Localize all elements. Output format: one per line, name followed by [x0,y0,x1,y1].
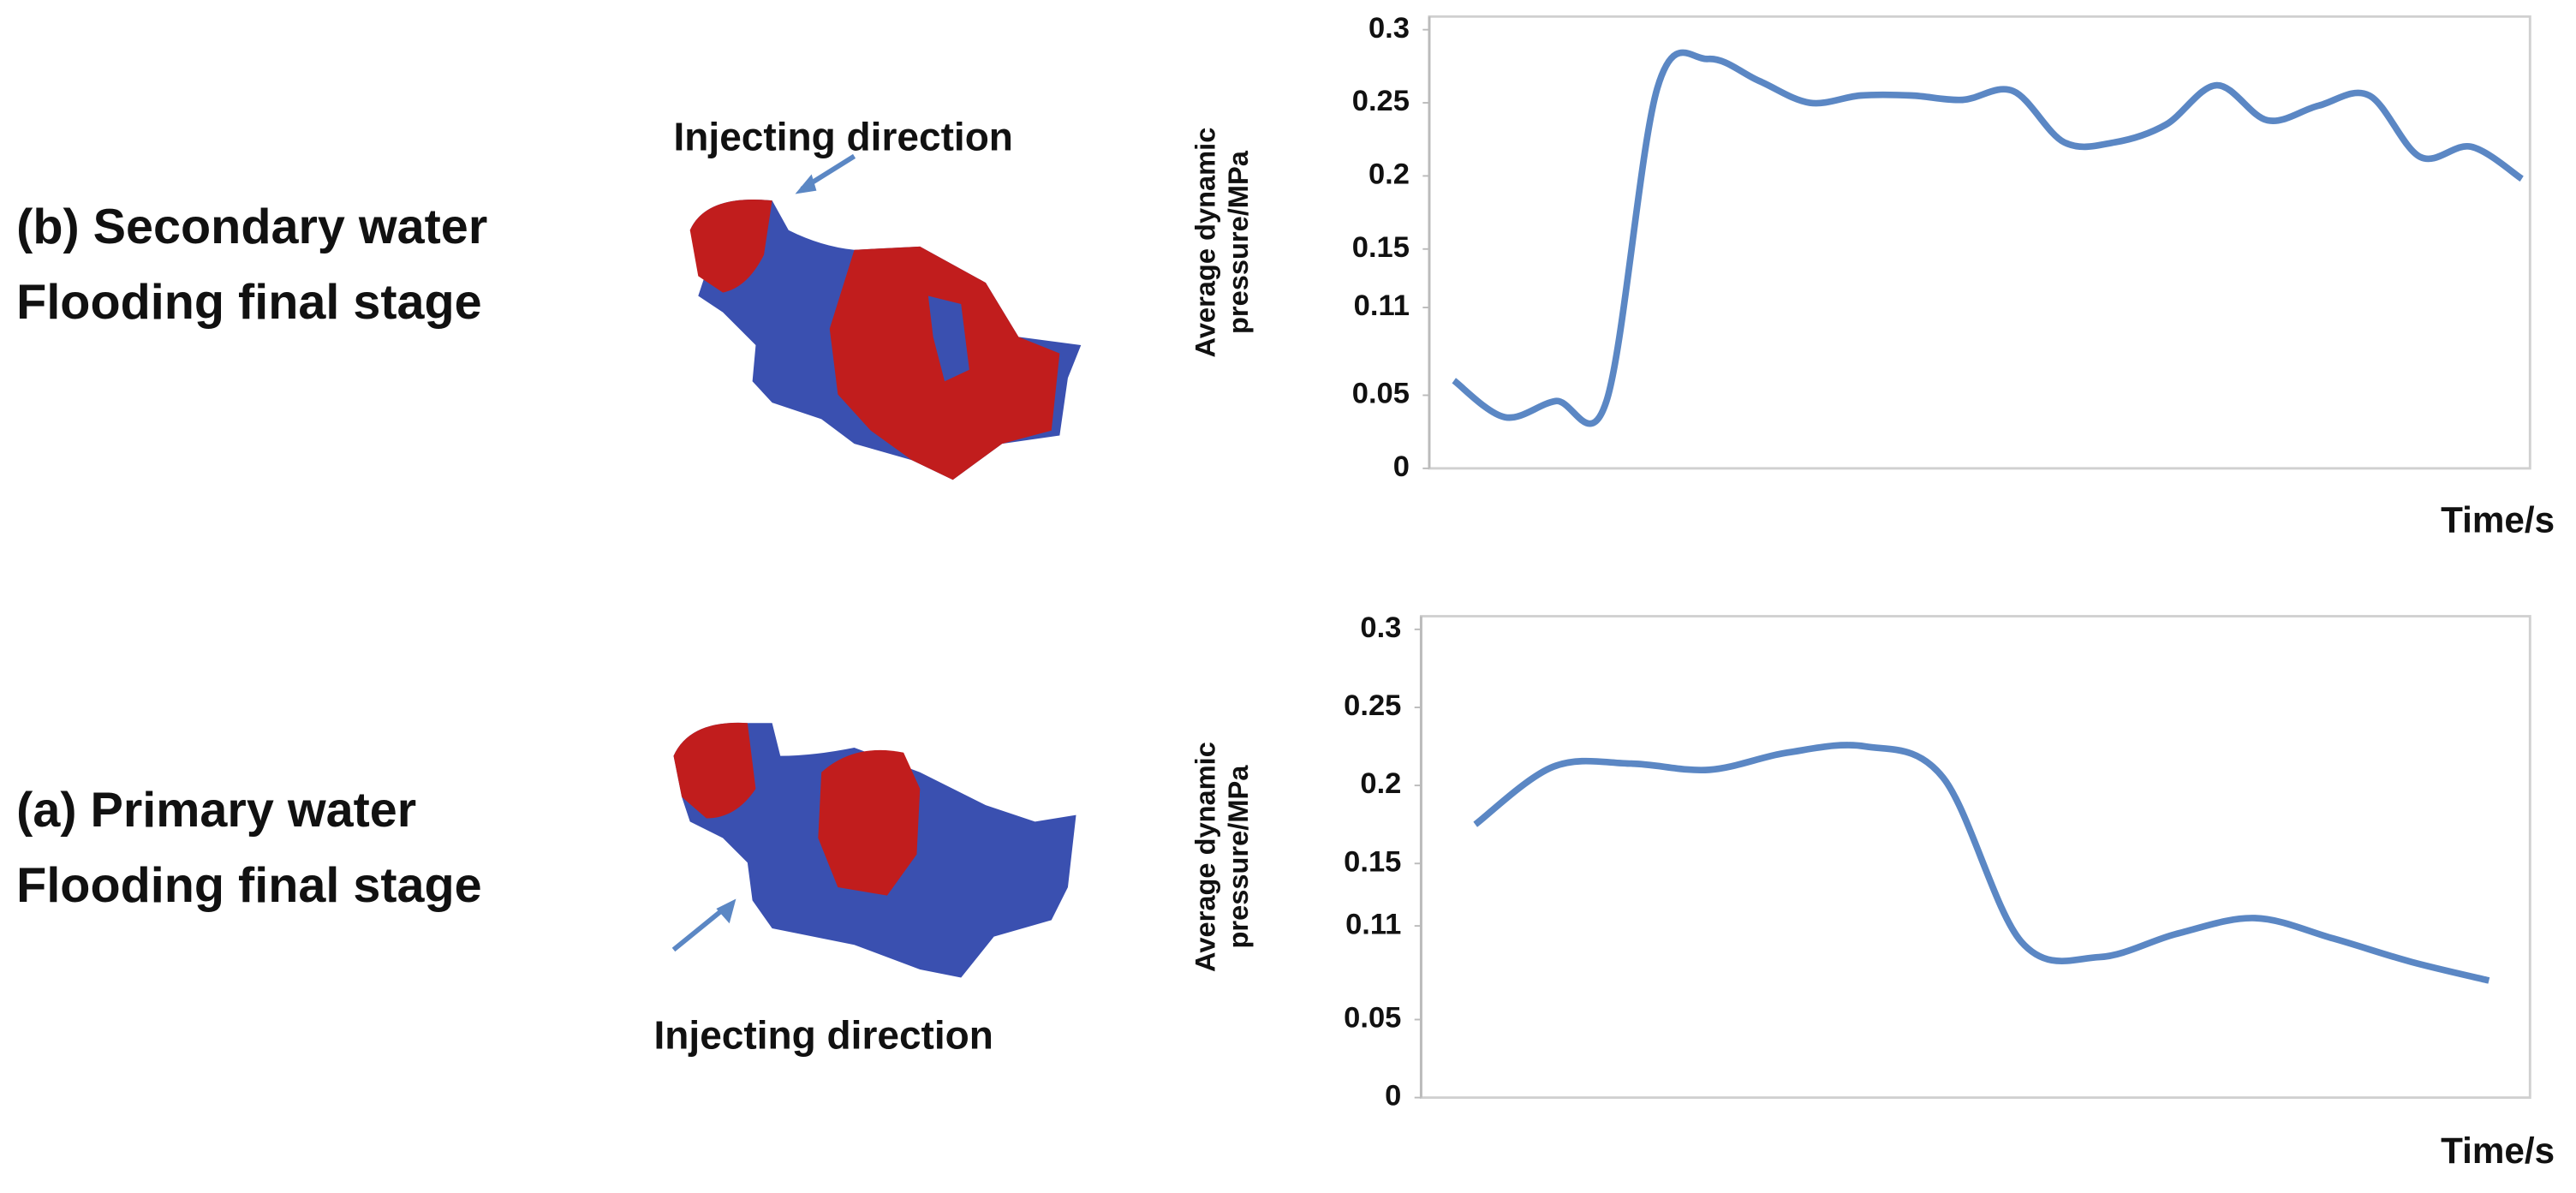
panel-title: Flooding final stage [16,275,482,330]
y-tick-label: 0.25 [1352,85,1410,117]
y-tick-label: 0.2 [1360,767,1401,800]
y-axis-label: Average dynamic pressure/MPa [1190,742,1254,972]
y-tick-label: 0.25 [1344,689,1401,722]
y-tick-label: 0.2 [1368,158,1410,191]
model-blue-zone [927,295,969,382]
panel-title: Flooding final stage [16,858,482,913]
y-tick-label: 0 [1393,450,1410,483]
y-tick-label: 0 [1385,1080,1401,1112]
arrow-head [716,898,736,924]
y-tick-label: 0.3 [1360,611,1401,644]
y-tick-label: 0.11 [1354,289,1410,322]
arrow-head [795,174,817,194]
y-tick-label: 0.11 [1345,908,1401,940]
y-axis-label-line: pressure/MPa [1222,150,1254,334]
plot-frame [1428,15,2531,470]
data-line [1452,49,2524,427]
arrow [671,904,728,952]
plot-frame [1419,615,2531,1100]
model-render-bottom [671,722,1076,978]
x-axis-label: Time/s [2441,499,2555,540]
y-tick-label: 0.3 [1368,12,1410,45]
panel-title: (b) Secondary water [16,200,487,254]
model-red-zone [818,749,921,896]
y-tick-label: 0.15 [1352,231,1410,264]
annotation: Injecting direction [654,1013,993,1058]
y-tick-label: 0.05 [1352,378,1410,410]
model-red-zone [673,722,756,819]
panel-title: (a) Primary water [16,783,416,838]
y-axis-label-line: pressure/MPa [1222,765,1254,949]
annotation: Injecting direction [674,114,1013,158]
y-axis-label-line: Average dynamic [1190,128,1221,358]
data-line [1473,742,2490,984]
model-red-zone [689,199,772,293]
y-tick-label: 0.15 [1344,845,1401,878]
model-render-top [689,153,1082,480]
x-axis-label: Time/s [2441,1130,2555,1171]
y-axis-label: Average dynamic pressure/MPa [1190,128,1254,358]
y-axis-label-line: Average dynamic [1190,742,1221,972]
y-tick-label: 0.05 [1344,1002,1401,1035]
